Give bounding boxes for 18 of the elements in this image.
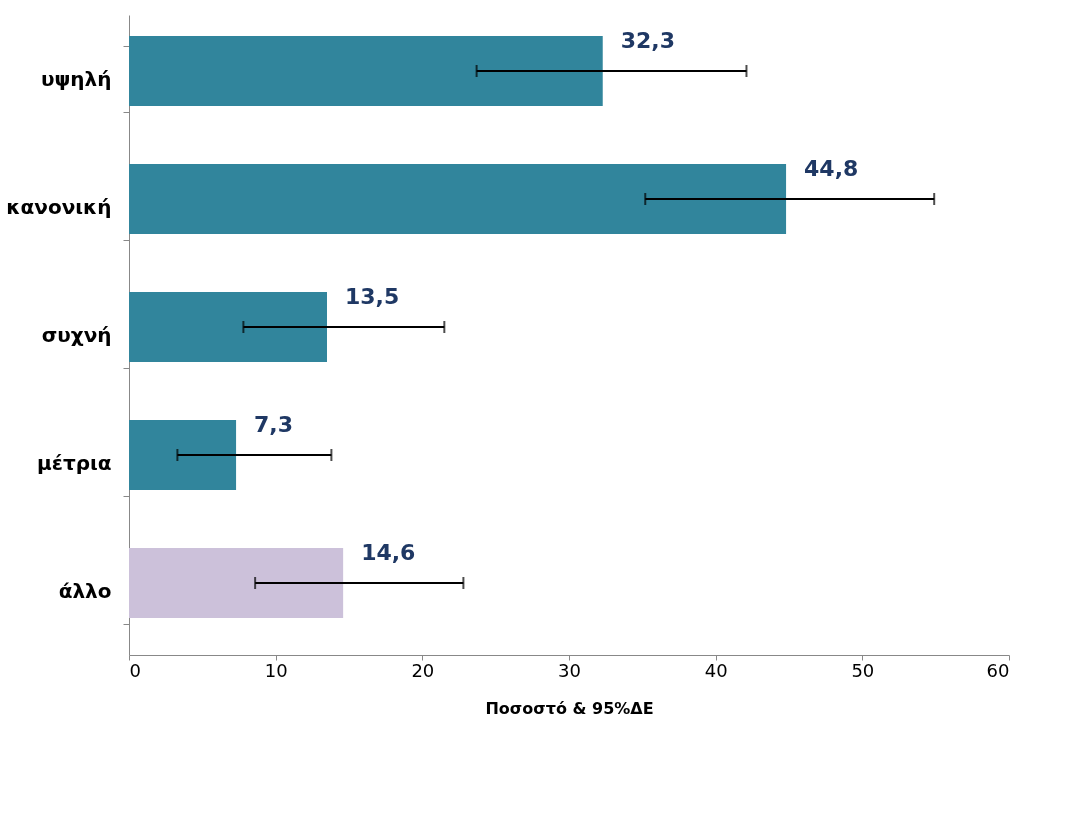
x-tick-label: 50 xyxy=(851,659,875,681)
y-tick-label: υψηλή xyxy=(40,66,112,91)
data-label: 13,5 xyxy=(345,284,400,309)
data-label: 32,3 xyxy=(620,28,676,53)
x-tick-label: 60 xyxy=(986,659,1010,681)
x-tick-label: 0 xyxy=(129,659,141,681)
data-label: 14,6 xyxy=(361,540,416,565)
x-tick-label: 10 xyxy=(264,659,288,681)
y-tick-label: άλλο xyxy=(58,578,112,603)
x-axis-title: Ποσοστό & 95%ΔΕ xyxy=(485,698,654,718)
data-label: 44,8 xyxy=(804,156,859,181)
y-tick-label: συχνή xyxy=(41,322,112,347)
y-tick-label: κανονική xyxy=(6,194,112,219)
data-label: 7,3 xyxy=(254,412,294,437)
x-tick-label: 40 xyxy=(704,659,728,681)
x-tick-label: 20 xyxy=(411,659,435,681)
x-tick-label: 30 xyxy=(558,659,581,681)
y-tick-label: μέτρια xyxy=(37,450,112,475)
